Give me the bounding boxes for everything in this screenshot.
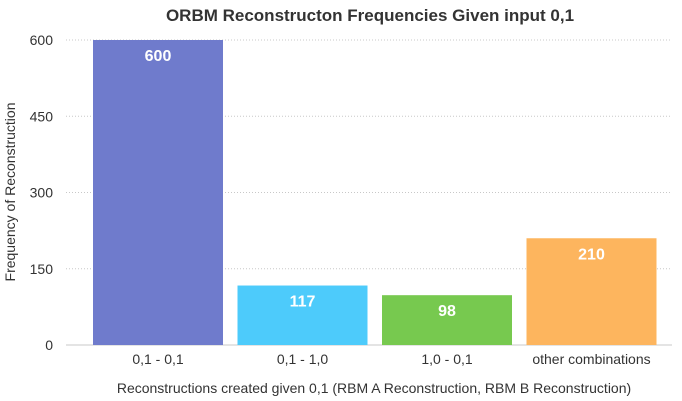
x-tick-label: 1,0 - 0,1 <box>421 351 473 367</box>
bar <box>93 40 223 345</box>
data-label: 117 <box>290 294 316 311</box>
y-axis-label: Frequency of Reconstruction <box>2 103 18 282</box>
y-tick-label: 0 <box>45 337 53 353</box>
bar <box>526 238 657 345</box>
data-label: 600 <box>145 48 172 65</box>
data-label: 98 <box>438 303 456 320</box>
bar <box>382 295 512 345</box>
x-tick-label: 0,1 - 0,1 <box>132 351 184 367</box>
data-labels: 600 117 98 210 <box>145 48 605 320</box>
bars <box>93 40 657 345</box>
y-tick-label: 450 <box>30 108 54 124</box>
y-tick-label: 600 <box>30 32 54 48</box>
y-tick-label: 300 <box>30 185 54 201</box>
y-tick-label: 150 <box>30 261 54 277</box>
data-label: 210 <box>578 246 605 263</box>
chart-title: ORBM Reconstructon Frequencies Given inp… <box>166 6 574 25</box>
x-tick-label: other combinations <box>532 351 650 367</box>
x-axis-categories: 0,1 - 0,1 0,1 - 1,0 1,0 - 0,1 other combina… <box>132 351 650 367</box>
x-tick-label: 0,1 - 1,0 <box>277 351 329 367</box>
x-axis-label: Reconstructions created given 0,1 (RBM A… <box>117 380 631 396</box>
bar <box>237 285 368 345</box>
y-axis-ticks: 0 150 300 450 600 <box>30 32 54 353</box>
